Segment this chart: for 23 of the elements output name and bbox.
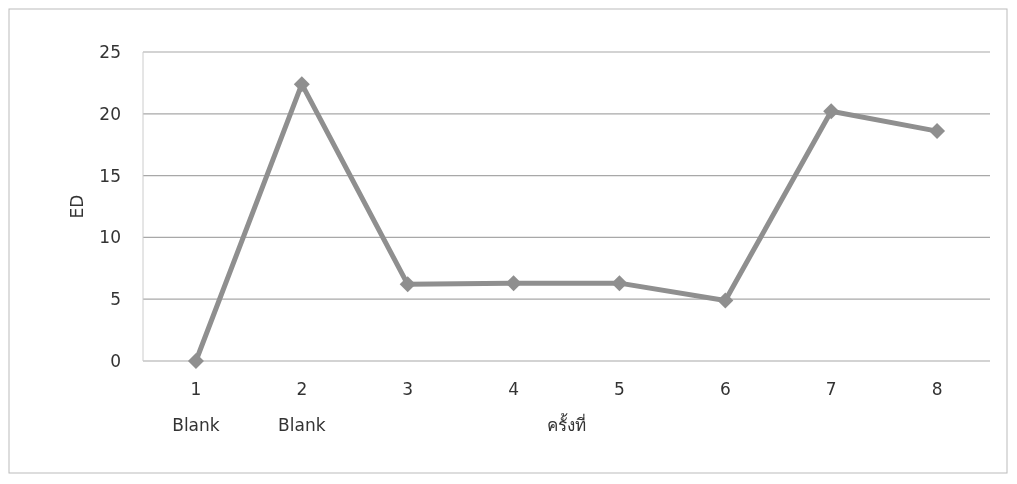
y-tick-label: 20 bbox=[99, 103, 121, 124]
x-tick-label: 8 bbox=[931, 379, 943, 399]
x-tick-label: 5 bbox=[614, 379, 625, 399]
x-tick-label: 1 Blank bbox=[172, 379, 220, 435]
y-tick-label: 15 bbox=[99, 165, 121, 186]
y-axis-title: ED bbox=[67, 194, 87, 219]
point bbox=[187, 353, 204, 369]
point bbox=[611, 275, 628, 292]
x-tick-label: 3 bbox=[402, 379, 414, 399]
x-tick-label: 4 bbox=[508, 379, 519, 399]
y-tick-label: 25 bbox=[99, 41, 121, 62]
y-tick-label: 0 bbox=[110, 350, 121, 371]
x-tick-label: 2 Blank bbox=[278, 379, 326, 435]
point bbox=[717, 292, 734, 309]
point bbox=[823, 103, 840, 120]
x-axis-title: ครั้งที่ bbox=[547, 413, 586, 435]
x-tick-label: 7 bbox=[825, 379, 837, 399]
point bbox=[399, 276, 416, 293]
y-tick-label: 5 bbox=[110, 289, 121, 310]
y-tick-label: 10 bbox=[99, 227, 121, 248]
point bbox=[293, 76, 310, 93]
point bbox=[929, 123, 946, 140]
x-tick-label: 6 bbox=[719, 379, 731, 399]
